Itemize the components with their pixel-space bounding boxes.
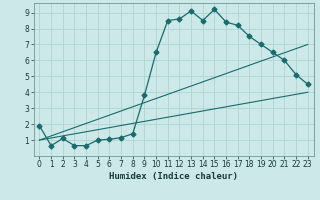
X-axis label: Humidex (Indice chaleur): Humidex (Indice chaleur): [109, 172, 238, 181]
